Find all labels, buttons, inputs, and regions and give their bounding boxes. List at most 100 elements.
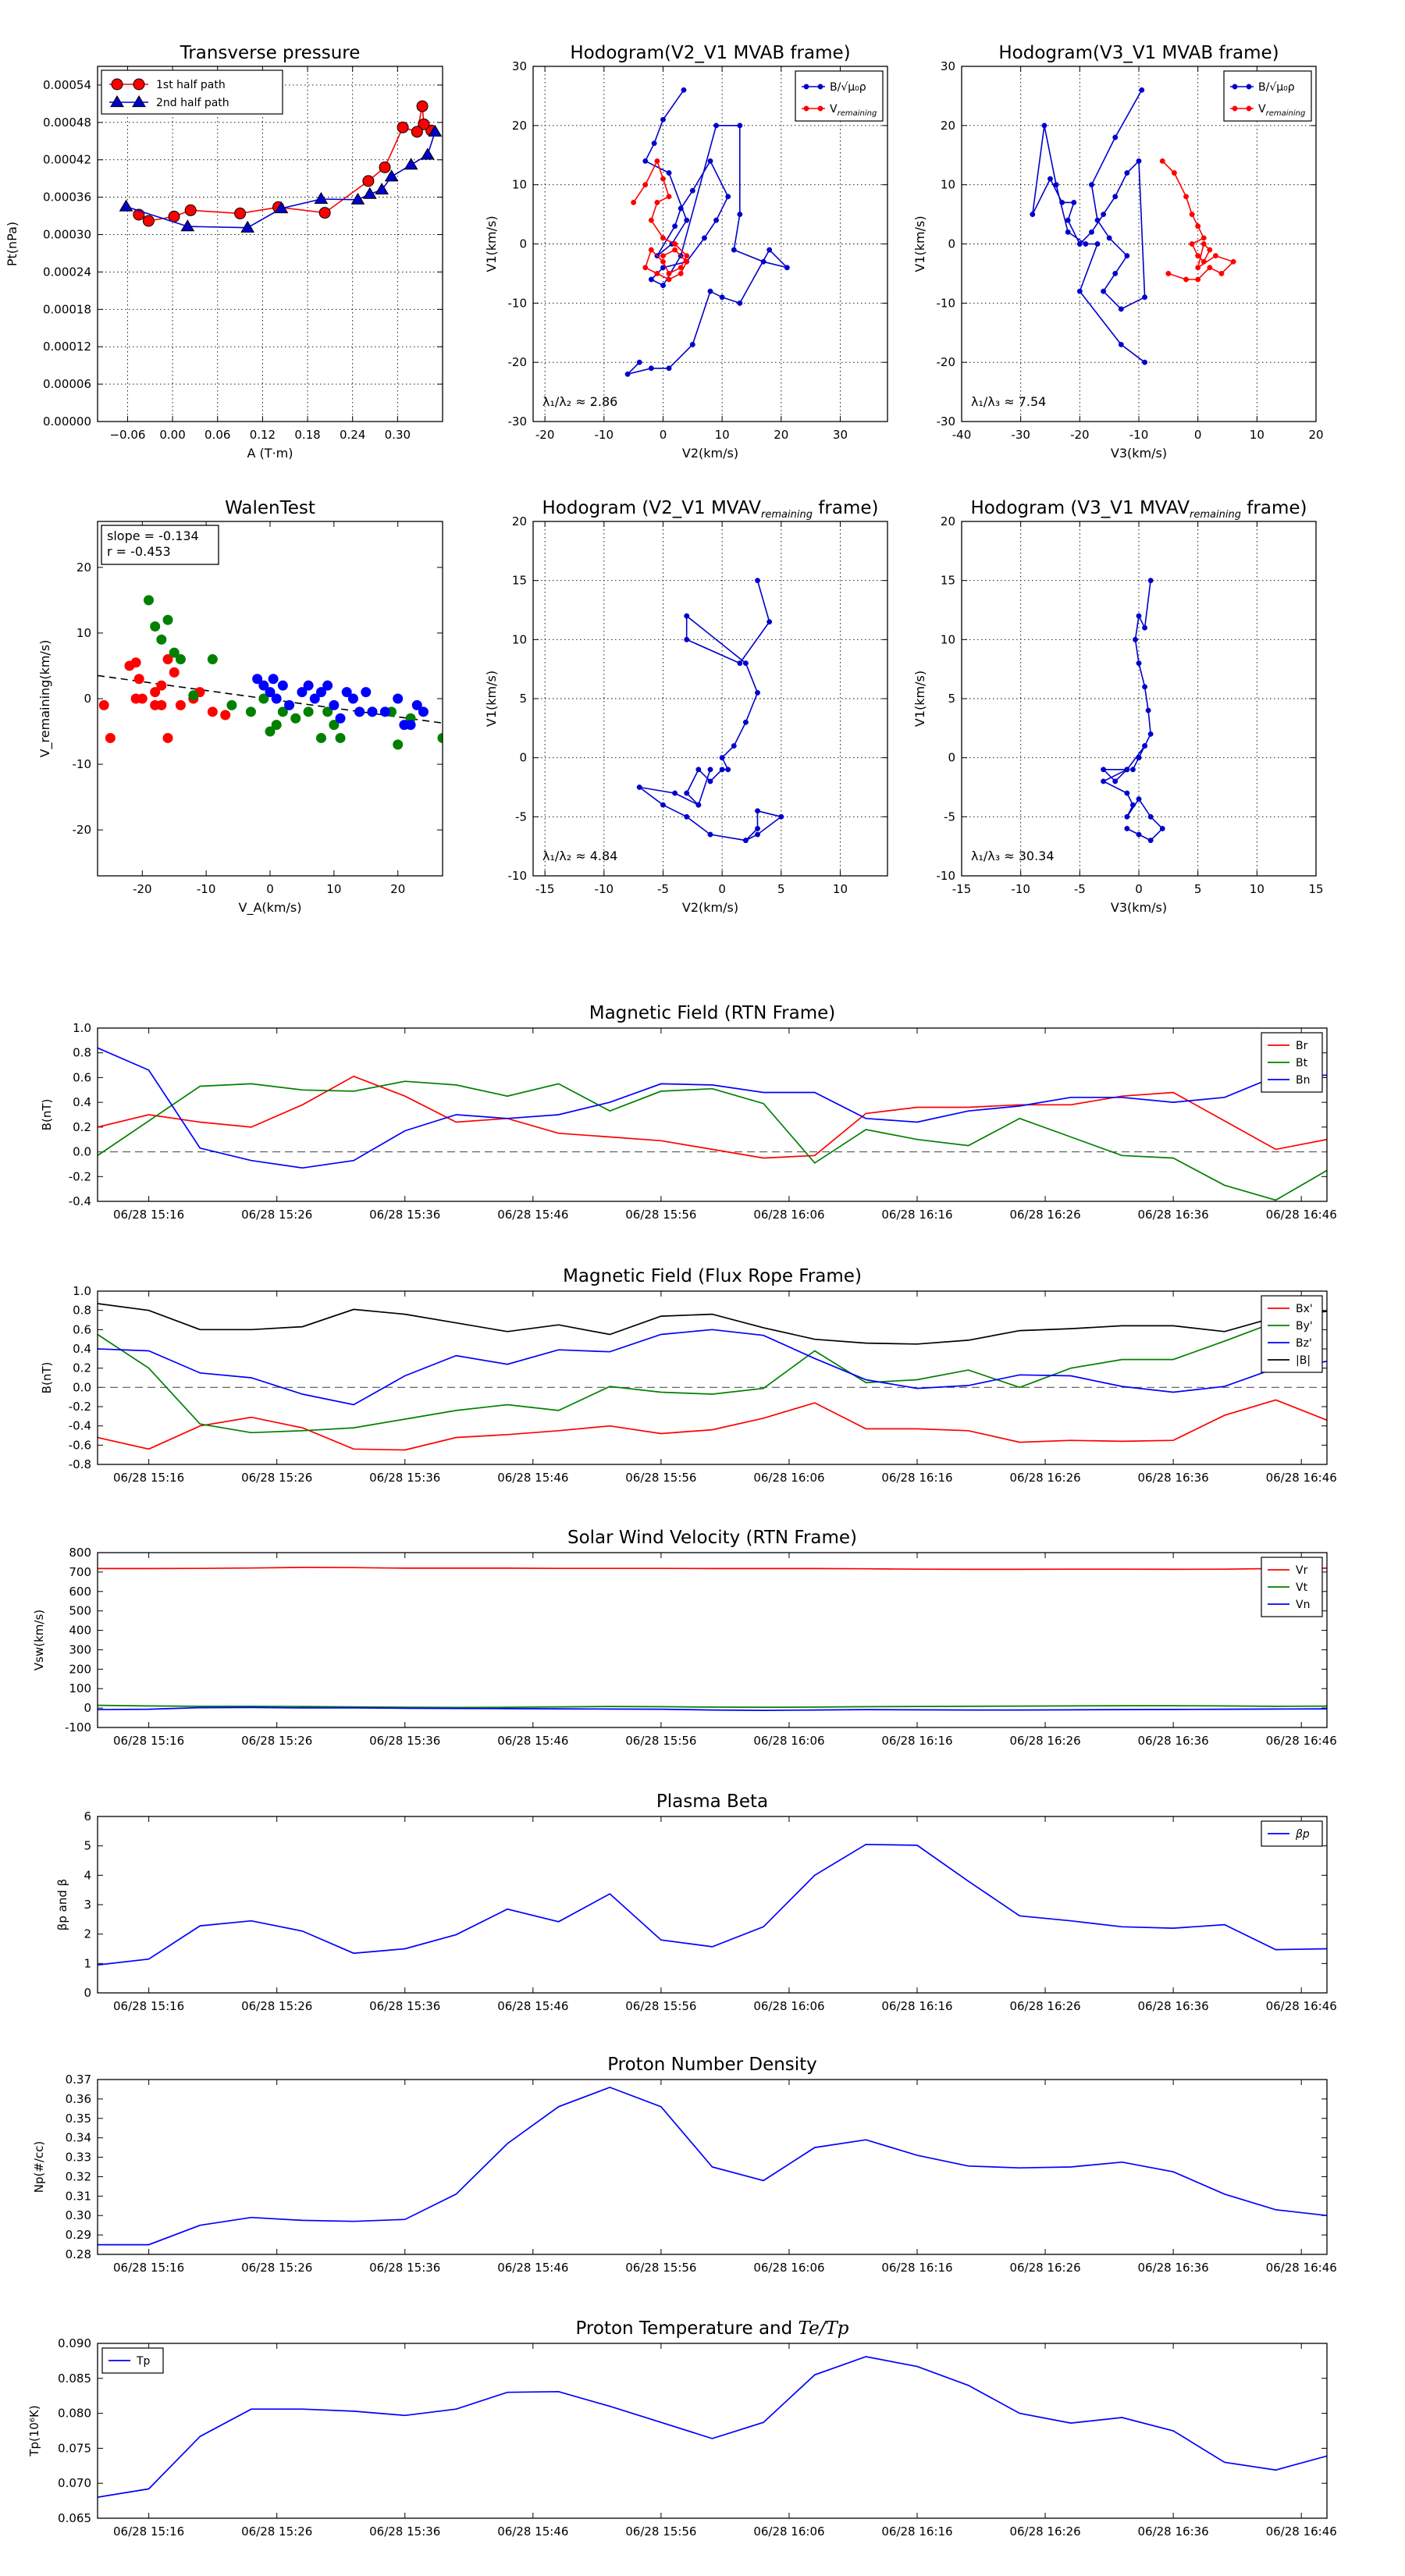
series-line bbox=[98, 1075, 1327, 1159]
data-point bbox=[130, 657, 141, 668]
x-tick-label: -20 bbox=[1070, 428, 1090, 442]
data-point bbox=[778, 813, 784, 820]
data-point bbox=[303, 680, 314, 691]
chart-title: Hodogram(V2_V1 MVAB frame) bbox=[570, 43, 850, 63]
series-line bbox=[98, 1843, 1327, 1966]
x-tick-label: 06/28 16:06 bbox=[753, 1734, 824, 1748]
x-tick-label: 06/28 16:26 bbox=[1009, 2261, 1080, 2275]
data-point bbox=[162, 614, 173, 625]
y-tick-label: 20 bbox=[512, 514, 527, 528]
data-point bbox=[672, 223, 678, 229]
data-point bbox=[142, 215, 155, 227]
x-axis-label: V_A(km/s) bbox=[239, 900, 302, 916]
data-point bbox=[1159, 158, 1165, 164]
data-point bbox=[150, 621, 161, 632]
legend-label: Bx' bbox=[1296, 1303, 1313, 1315]
x-tick-label: 15 bbox=[1308, 882, 1323, 896]
data-point bbox=[277, 706, 288, 717]
series-line bbox=[98, 1047, 1327, 1169]
data-point bbox=[411, 126, 423, 138]
data-point bbox=[1147, 578, 1154, 584]
data-point bbox=[1189, 241, 1195, 247]
data-point bbox=[1065, 229, 1071, 235]
chart-title: WalenTest bbox=[225, 498, 315, 518]
y-tick-label: 10 bbox=[512, 178, 527, 192]
legend-label: 2nd half path bbox=[156, 97, 229, 109]
chart-title: Solar Wind Velocity (RTN Frame) bbox=[567, 1528, 857, 1548]
data-point bbox=[660, 235, 666, 241]
data-point bbox=[375, 183, 389, 195]
y-axis-label: V_remaining(km/s) bbox=[37, 640, 53, 758]
x-tick-label: 20 bbox=[390, 882, 405, 896]
y-tick-label: -0.2 bbox=[69, 1169, 91, 1183]
y-tick-label: 0.6 bbox=[73, 1070, 91, 1084]
series-line bbox=[632, 159, 688, 280]
data-point bbox=[284, 699, 295, 710]
data-point bbox=[1200, 258, 1207, 265]
y-tick-label: 0.29 bbox=[66, 2228, 91, 2242]
x-tick-label: 06/28 16:16 bbox=[881, 2524, 952, 2539]
data-point bbox=[162, 654, 173, 665]
y-tick-label: 1 bbox=[84, 1956, 91, 1970]
x-tick-label: 06/28 16:46 bbox=[1266, 1734, 1337, 1748]
x-tick-label: 10 bbox=[326, 882, 341, 896]
y-tick-label: -0.4 bbox=[69, 1419, 91, 1433]
legend-box bbox=[795, 70, 884, 122]
x-tick-label: 06/28 15:26 bbox=[241, 2524, 312, 2539]
data-point bbox=[329, 720, 340, 731]
legend-label: Vn bbox=[1296, 1599, 1310, 1611]
y-tick-label: 0.0 bbox=[73, 1380, 91, 1394]
y-tick-label: -20 bbox=[73, 823, 92, 837]
y-tick-label: 0.090 bbox=[58, 2336, 91, 2350]
series-line bbox=[98, 1080, 1327, 1201]
y-tick-label: 0.00000 bbox=[43, 415, 91, 429]
data-point bbox=[681, 87, 687, 93]
data-point bbox=[245, 706, 256, 717]
data-point bbox=[713, 217, 720, 223]
data-point bbox=[1089, 182, 1094, 188]
data-point bbox=[803, 84, 809, 90]
y-tick-label: -5 bbox=[944, 809, 955, 824]
data-point bbox=[1232, 105, 1238, 112]
y-tick-label: 30 bbox=[941, 59, 955, 73]
x-tick-label: 06/28 15:56 bbox=[625, 1734, 696, 1748]
data-point bbox=[1124, 767, 1130, 773]
x-tick-label: 06/28 15:26 bbox=[241, 1471, 312, 1485]
series-line bbox=[98, 1706, 1327, 1711]
x-tick-label: 06/28 15:36 bbox=[369, 1999, 440, 2013]
np-frame bbox=[97, 2079, 1328, 2255]
beta-frame bbox=[97, 1816, 1328, 1994]
data-point bbox=[731, 743, 737, 749]
y-tick-label: 0 bbox=[84, 1986, 91, 2000]
data-point bbox=[379, 161, 391, 173]
data-point bbox=[1195, 253, 1201, 259]
x-tick-label: 06/28 15:46 bbox=[497, 2524, 568, 2539]
y-axis-label: B(nT) bbox=[40, 1099, 54, 1131]
data-point bbox=[678, 270, 684, 276]
y-tick-label: 0.34 bbox=[66, 2131, 91, 2145]
x-tick-label: −0.06 bbox=[109, 428, 145, 442]
y-tick-label: 0.00036 bbox=[43, 190, 91, 205]
x-tick-label: 06/28 15:16 bbox=[113, 1734, 184, 1748]
data-point bbox=[636, 785, 642, 790]
x-tick-label: 06/28 15:16 bbox=[113, 2524, 184, 2539]
data-point bbox=[1142, 294, 1148, 301]
plot-area bbox=[98, 2356, 1327, 2498]
data-point bbox=[384, 169, 399, 182]
x-tick-label: 06/28 15:36 bbox=[369, 1208, 440, 1222]
data-point bbox=[1218, 270, 1225, 276]
data-point bbox=[648, 217, 654, 223]
data-point bbox=[156, 699, 167, 710]
data-point bbox=[648, 365, 654, 372]
y-tick-label: 0.2 bbox=[73, 1120, 91, 1134]
x-tick-label: 06/28 16:16 bbox=[881, 1999, 952, 2013]
x-tick-label: 0 bbox=[1194, 428, 1202, 442]
data-point bbox=[695, 767, 702, 773]
y-tick-label: 20 bbox=[76, 560, 91, 575]
data-point bbox=[1195, 223, 1201, 229]
data-point bbox=[760, 258, 767, 265]
data-point bbox=[707, 831, 713, 838]
x-tick-label: -10 bbox=[595, 428, 614, 442]
plot-area bbox=[119, 100, 443, 233]
y-tick-label: 0.0 bbox=[73, 1145, 91, 1159]
